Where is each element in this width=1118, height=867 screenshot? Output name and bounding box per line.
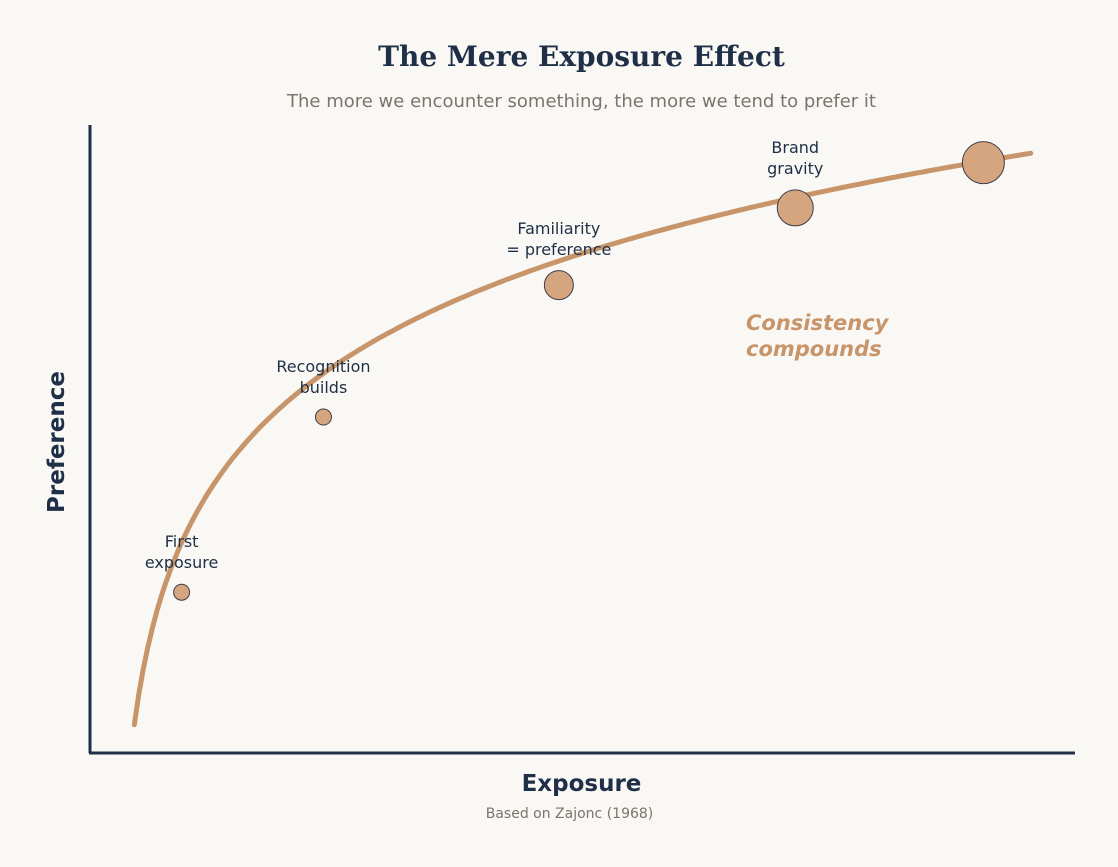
y-axis-label: Preference	[44, 371, 70, 513]
data-point-label-3: Familiarity = preference	[506, 218, 612, 259]
data-point-1	[173, 583, 191, 601]
data-point-label-4: Brand gravity	[767, 137, 824, 178]
data-point-5	[961, 141, 1005, 185]
x-axis-label: Exposure	[521, 771, 642, 797]
callout-annotation: Consistency compounds	[746, 311, 889, 361]
chart-title: The Mere Exposure Effect	[378, 40, 785, 73]
data-markers	[173, 141, 1005, 601]
data-point-4	[776, 189, 814, 227]
data-point-3	[543, 270, 574, 301]
data-point-label-1: First exposure	[144, 532, 219, 573]
source-note: Based on Zajonc (1968)	[485, 806, 654, 822]
data-point-2	[314, 408, 332, 426]
preference-curve	[131, 150, 1034, 728]
data-point-label-2: Recognition builds	[276, 357, 371, 398]
chart-subtitle: The more we encounter something, the mor…	[287, 91, 876, 112]
